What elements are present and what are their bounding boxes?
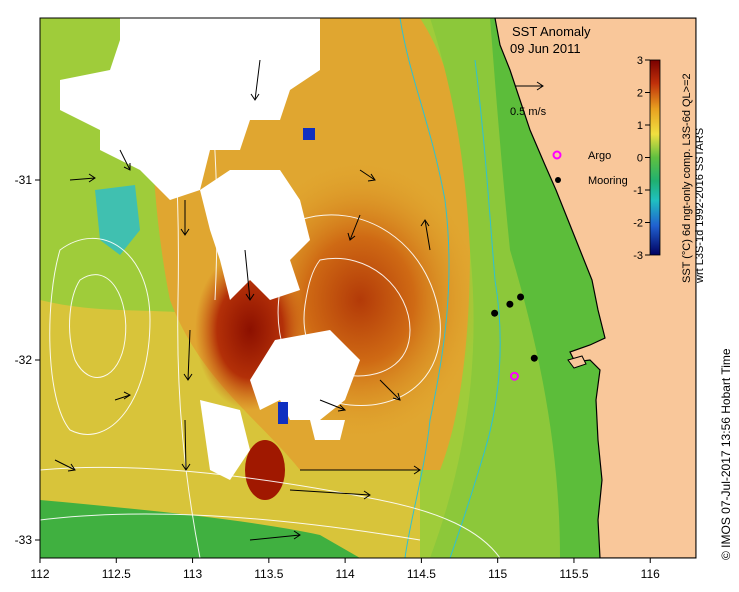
legend: Argo Mooring <box>552 150 628 187</box>
x-axis: 112 112.5 113 113.5 114 114.5 115 115.5 116 <box>30 558 660 581</box>
colorbar-tick-label: 0 <box>637 153 643 165</box>
x-tick-label: 116 <box>641 567 660 581</box>
colorbar-tick-label: 1 <box>637 120 643 132</box>
argo-marker <box>509 371 519 381</box>
legend-mooring-label: Mooring <box>588 175 628 187</box>
y-tick-label: -32 <box>15 353 33 367</box>
plot-frame <box>39 17 697 559</box>
x-tick-label: 114 <box>336 567 355 581</box>
y-tick-label: -31 <box>15 173 33 187</box>
y-axis: -31 -32 -33 <box>15 173 40 547</box>
colorbar-tick-label: -3 <box>633 250 643 262</box>
argo-markers <box>509 371 519 381</box>
mooring-legend-icon <box>555 177 561 183</box>
sst-field <box>40 18 696 558</box>
mooring-marker <box>530 354 538 362</box>
colorbar-tick-label: 3 <box>637 55 643 67</box>
legend-argo-label: Argo <box>588 150 611 162</box>
x-tick-label: 115.5 <box>559 567 588 581</box>
mooring-marker <box>517 293 525 301</box>
x-tick-label: 112 <box>30 567 49 581</box>
mooring-marker <box>506 300 514 308</box>
map-date: 09 Jun 2011 <box>510 41 581 56</box>
colorbar-tick-label: -2 <box>633 218 643 230</box>
mooring-markers <box>491 293 538 362</box>
credit-footer: © IMOS 07-Jul-2017 13:56 Hobart Time <box>719 348 733 560</box>
x-tick-label: 112.5 <box>102 567 131 581</box>
colorbar-label-line2: wrt L3S-1d 1992-2016 SSTARS <box>694 128 706 284</box>
mooring-marker <box>491 309 499 317</box>
colorbar: 3 2 1 0 -1 -2 -3 SST (°C) 6d ngt-only comp. L3… <box>633 55 706 284</box>
colorbar-tick-label: 2 <box>637 88 643 100</box>
x-tick-label: 115 <box>488 567 507 581</box>
colorbar-gradient <box>649 59 661 256</box>
land-mass <box>494 18 696 558</box>
scale-arrow-label: 0.5 m/s <box>510 106 547 118</box>
argo-legend-icon <box>552 150 562 160</box>
map-title: SST Anomaly <box>512 24 591 39</box>
x-tick-label: 113.5 <box>254 567 283 581</box>
x-tick-label: 114.5 <box>407 567 436 581</box>
scale-arrow <box>515 81 544 91</box>
x-tick-label: 113 <box>183 567 202 581</box>
colorbar-label-line1: SST (°C) 6d ngt-only comp. L3S-6d QL>=2 <box>681 73 693 283</box>
colorbar-tick-label: -1 <box>633 185 643 197</box>
y-tick-label: -33 <box>15 533 33 547</box>
